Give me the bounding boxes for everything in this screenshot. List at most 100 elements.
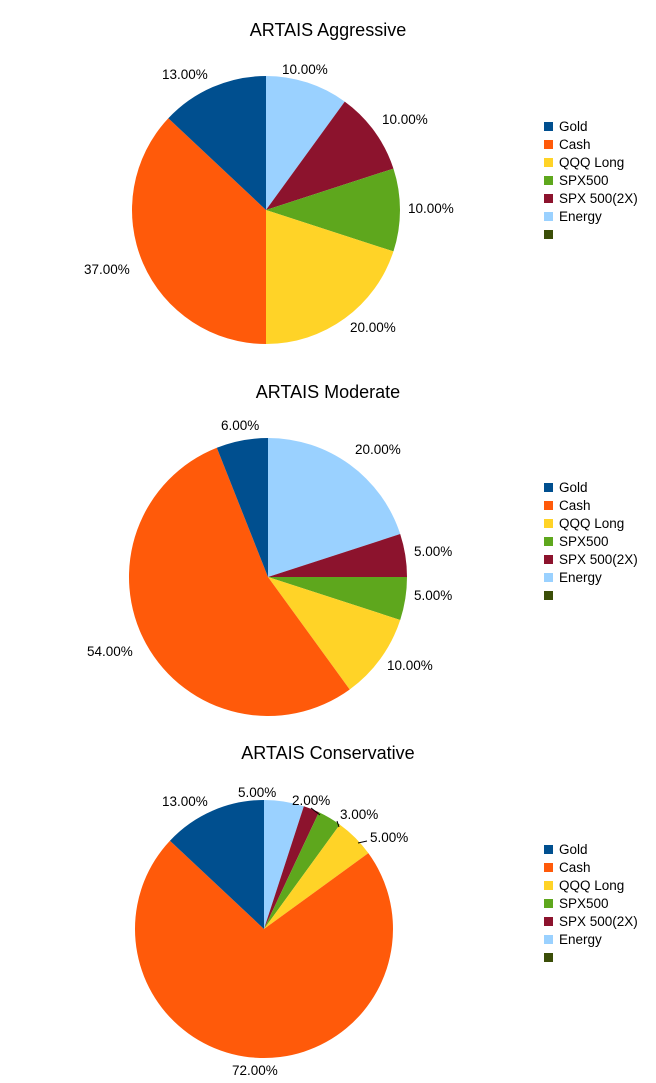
pie-slice-spx-500-2x <box>268 534 407 577</box>
legend-swatch <box>544 121 553 131</box>
legend-item-spx500: SPX500 <box>544 172 638 190</box>
legend-swatch <box>544 139 553 149</box>
legend-swatch <box>544 934 553 944</box>
pie-chart-svg: 10.00% 10.00% 10.00% 20.00% 37.00% 13.00% <box>84 62 454 345</box>
legend-swatch <box>544 193 553 203</box>
pie-slice-energy <box>268 438 401 577</box>
legend-item-qqq-long: QQQ Long <box>544 154 638 172</box>
pie-chart-panel-artais-aggressive: ARTAIS Aggressive 10.00% 10.00% 10.00% 20.00… <box>0 0 656 360</box>
legend-label: Energy <box>559 209 602 224</box>
legend-label: Energy <box>559 932 602 947</box>
data-label-qqq-long: 20.00% <box>350 320 396 335</box>
pie-slice-spx500 <box>266 168 400 252</box>
legend-label: Gold <box>559 480 588 495</box>
label-leader-line <box>310 807 321 816</box>
pie-slice-gold <box>216 438 268 577</box>
legend-swatch <box>544 590 553 600</box>
data-label-spx-500-2x: 2.00% <box>292 793 330 808</box>
legend-swatch <box>544 898 553 908</box>
legend-swatch <box>544 518 553 528</box>
data-label-qqq-long: 10.00% <box>387 658 433 673</box>
legend-item-blank <box>544 587 638 605</box>
legend-item-gold: Gold <box>544 479 638 497</box>
data-label-cash: 37.00% <box>84 262 130 277</box>
data-label-energy: 20.00% <box>355 442 401 457</box>
legend-label: Energy <box>559 570 602 585</box>
chart-title: ARTAIS Conservative <box>241 743 415 763</box>
legend-item-spx500: SPX500 <box>544 895 638 913</box>
legend-swatch <box>544 952 553 962</box>
legend-label: SPX 500(2X) <box>559 552 638 567</box>
legend-item-gold: Gold <box>544 841 638 859</box>
pie-slice-cash <box>128 447 350 717</box>
legend-swatch <box>544 157 553 167</box>
data-label-cash: 72.00% <box>232 1063 278 1078</box>
legend-item-spx500: SPX500 <box>544 533 638 551</box>
legend-label: QQQ Long <box>559 516 625 531</box>
legend-label: Gold <box>559 119 588 134</box>
legend-item-energy: Energy <box>544 569 638 587</box>
pie-slice-spx-500-2x <box>264 806 319 929</box>
legend-swatch <box>544 229 553 239</box>
pie-chart-svg: 20.00% 5.00% 5.00% 10.00% 54.00% 6.00% <box>87 418 452 717</box>
legend-label: Gold <box>559 842 588 857</box>
label-leader-line <box>336 820 340 828</box>
legend-item-cash: Cash <box>544 497 638 515</box>
legend-item-qqq-long: QQQ Long <box>544 877 638 895</box>
pie-slice-spx-500-2x <box>266 101 394 210</box>
pie-slice-spx500 <box>264 812 340 929</box>
data-label-energy: 10.00% <box>282 62 328 77</box>
legend-label: SPX500 <box>559 173 609 188</box>
legend: Gold Cash QQQ Long SPX500 SPX 500(2X) Energy <box>544 479 638 605</box>
legend: Gold Cash QQQ Long SPX500 SPX 500(2X) Energy <box>544 118 638 244</box>
legend-label: Cash <box>559 137 591 152</box>
legend-item-gold: Gold <box>544 118 638 136</box>
legend-swatch <box>544 572 553 582</box>
data-label-gold: 13.00% <box>162 794 208 809</box>
pie-chart-svg: 5.00% 2.00% 3.00% 5.00% 72.00% 13.00% <box>134 785 408 1078</box>
data-label-spx500: 5.00% <box>414 588 452 603</box>
pie-slice-energy <box>264 800 304 929</box>
legend-item-spx-500-2x: SPX 500(2X) <box>544 913 638 931</box>
pie-slice-gold <box>168 76 266 210</box>
pie-slice-qqq-long <box>268 577 401 690</box>
data-label-spx500: 3.00% <box>340 807 378 822</box>
legend-label: SPX 500(2X) <box>559 914 638 929</box>
legend-label: SPX500 <box>559 896 609 911</box>
legend-swatch <box>544 844 553 854</box>
legend-swatch <box>544 554 553 564</box>
pie-slice-cash <box>132 118 266 345</box>
legend-swatch <box>544 862 553 872</box>
legend-item-cash: Cash <box>544 136 638 154</box>
legend-item-energy: Energy <box>544 208 638 226</box>
chart-title: ARTAIS Moderate <box>255 382 401 402</box>
label-leader-line <box>357 840 368 844</box>
data-label-spx500: 10.00% <box>408 201 454 216</box>
legend-item-cash: Cash <box>544 859 638 877</box>
data-label-spx-500-2x: 10.00% <box>382 112 428 127</box>
data-label-qqq-long: 5.00% <box>370 830 408 845</box>
legend-item-spx-500-2x: SPX 500(2X) <box>544 190 638 208</box>
legend-swatch <box>544 211 553 221</box>
legend-swatch <box>544 175 553 185</box>
data-label-gold: 13.00% <box>162 67 208 82</box>
legend-item-qqq-long: QQQ Long <box>544 515 638 533</box>
legend-swatch <box>544 500 553 510</box>
legend-item-blank <box>544 226 638 244</box>
legend: Gold Cash QQQ Long SPX500 SPX 500(2X) Energy <box>544 841 638 967</box>
legend-label: Cash <box>559 860 591 875</box>
pie-chart-panel-artais-moderate: ARTAIS Moderate 20.00% 5.00% 5.00% 10.00% 54.… <box>0 362 656 722</box>
legend-swatch <box>544 880 553 890</box>
pie-slice-qqq-long <box>266 210 394 344</box>
legend-item-spx-500-2x: SPX 500(2X) <box>544 551 638 569</box>
legend-item-blank <box>544 949 638 967</box>
legend-item-energy: Energy <box>544 931 638 949</box>
data-label-spx-500-2x: 5.00% <box>414 544 452 559</box>
legend-swatch <box>544 482 553 492</box>
legend-label: QQQ Long <box>559 878 625 893</box>
legend-label: Cash <box>559 498 591 513</box>
legend-swatch <box>544 536 553 546</box>
pie-slice-spx500 <box>268 577 407 620</box>
legend-label: QQQ Long <box>559 155 625 170</box>
legend-label: SPX500 <box>559 534 609 549</box>
